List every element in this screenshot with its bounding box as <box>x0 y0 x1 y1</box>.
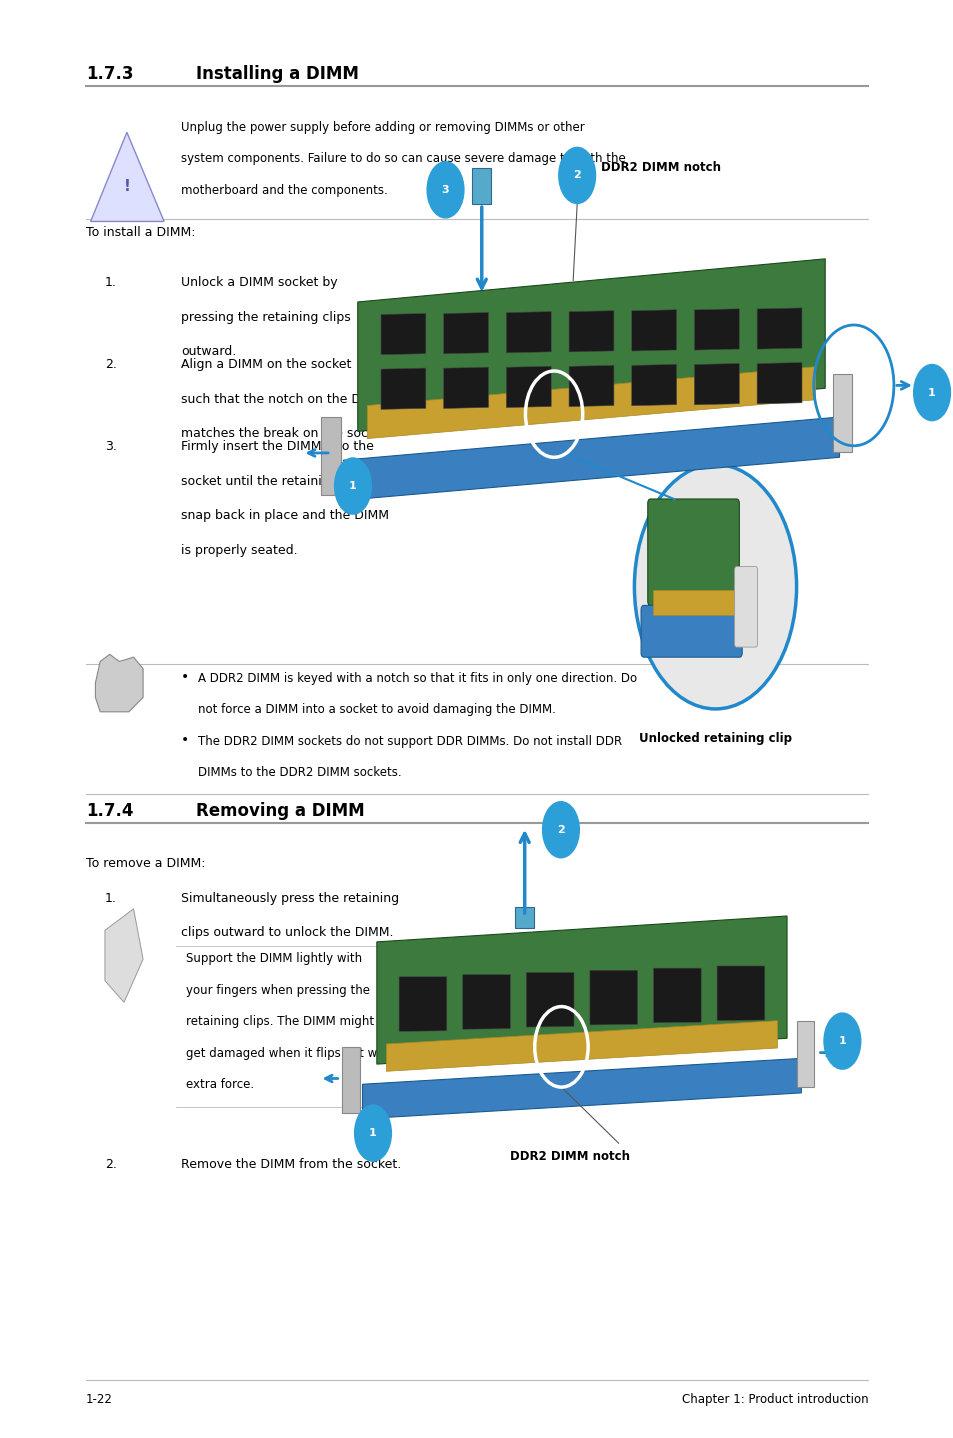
Polygon shape <box>376 916 786 1064</box>
Polygon shape <box>380 368 425 410</box>
Text: 1: 1 <box>349 482 356 490</box>
Text: •: • <box>181 733 190 748</box>
Text: not force a DIMM into a socket to avoid damaging the DIMM.: not force a DIMM into a socket to avoid … <box>198 703 556 716</box>
Text: 1: 1 <box>369 1129 376 1137</box>
Text: 2: 2 <box>557 825 564 834</box>
FancyBboxPatch shape <box>653 590 733 615</box>
Circle shape <box>354 1104 392 1162</box>
Text: your fingers when pressing the: your fingers when pressing the <box>186 984 370 997</box>
Polygon shape <box>694 364 739 404</box>
Text: 1.: 1. <box>105 276 116 289</box>
Text: clips outward to unlock the DIMM.: clips outward to unlock the DIMM. <box>181 926 394 939</box>
Text: !: ! <box>123 180 131 194</box>
Circle shape <box>334 457 372 515</box>
Circle shape <box>634 464 796 709</box>
Polygon shape <box>95 654 143 712</box>
FancyBboxPatch shape <box>515 907 534 928</box>
Text: Unplug the power supply before adding or removing DIMMs or other: Unplug the power supply before adding or… <box>181 121 584 134</box>
Text: 2: 2 <box>573 171 580 180</box>
Text: is properly seated.: is properly seated. <box>181 544 297 557</box>
Text: DDR2 DIMM notch: DDR2 DIMM notch <box>600 161 720 174</box>
Text: pressing the retaining clips: pressing the retaining clips <box>181 311 351 324</box>
Text: 1.: 1. <box>105 892 116 905</box>
FancyBboxPatch shape <box>647 499 739 605</box>
Text: motherboard and the components.: motherboard and the components. <box>181 184 388 197</box>
Text: Remove the DIMM from the socket.: Remove the DIMM from the socket. <box>181 1158 401 1171</box>
Polygon shape <box>717 966 764 1021</box>
Polygon shape <box>343 417 839 500</box>
Text: system components. Failure to do so can cause severe damage to both the: system components. Failure to do so can … <box>181 152 625 165</box>
Text: 1-22: 1-22 <box>86 1393 112 1406</box>
Polygon shape <box>462 975 510 1030</box>
Polygon shape <box>506 367 551 407</box>
Text: Firmly insert the DIMM into the: Firmly insert the DIMM into the <box>181 440 374 453</box>
Text: Support the DIMM lightly with: Support the DIMM lightly with <box>186 952 362 965</box>
Text: snap back in place and the DIMM: snap back in place and the DIMM <box>181 509 389 522</box>
Polygon shape <box>631 309 676 351</box>
Circle shape <box>912 364 950 421</box>
Polygon shape <box>105 909 143 1002</box>
Text: Removing a DIMM: Removing a DIMM <box>195 801 364 820</box>
FancyBboxPatch shape <box>734 567 757 647</box>
Polygon shape <box>589 971 637 1025</box>
Circle shape <box>558 147 596 204</box>
Polygon shape <box>694 309 739 349</box>
Polygon shape <box>367 367 815 439</box>
Text: 1.7.4: 1.7.4 <box>86 801 133 820</box>
Polygon shape <box>526 972 574 1027</box>
Text: get damaged when it flips out with: get damaged when it flips out with <box>186 1047 393 1060</box>
Polygon shape <box>653 968 700 1022</box>
Text: socket until the retaining clips: socket until the retaining clips <box>181 475 370 487</box>
Polygon shape <box>506 312 551 352</box>
Polygon shape <box>342 1047 359 1113</box>
Text: 3: 3 <box>441 186 449 194</box>
Text: retaining clips. The DIMM might: retaining clips. The DIMM might <box>186 1015 374 1028</box>
Circle shape <box>426 161 464 219</box>
Polygon shape <box>321 417 340 495</box>
Text: Align a DIMM on the socket: Align a DIMM on the socket <box>181 358 352 371</box>
Text: 1: 1 <box>927 388 935 397</box>
Text: 1.7.3: 1.7.3 <box>86 65 133 83</box>
Text: 1: 1 <box>838 1037 845 1045</box>
Text: DDR2 DIMM notch: DDR2 DIMM notch <box>510 1150 630 1163</box>
Text: outward.: outward. <box>181 345 236 358</box>
Polygon shape <box>568 365 614 407</box>
Circle shape <box>541 801 579 858</box>
FancyBboxPatch shape <box>640 605 741 657</box>
Polygon shape <box>398 976 446 1031</box>
Text: The DDR2 DIMM sockets do not support DDR DIMMs. Do not install DDR: The DDR2 DIMM sockets do not support DDR… <box>198 735 622 748</box>
Polygon shape <box>380 313 425 355</box>
Text: extra force.: extra force. <box>186 1078 253 1091</box>
Circle shape <box>822 1012 861 1070</box>
Polygon shape <box>796 1021 813 1087</box>
Text: Simultaneously press the retaining: Simultaneously press the retaining <box>181 892 399 905</box>
Polygon shape <box>362 1058 801 1119</box>
Polygon shape <box>568 311 614 352</box>
Polygon shape <box>386 1021 777 1071</box>
Text: 3.: 3. <box>105 440 116 453</box>
Polygon shape <box>757 308 801 349</box>
Polygon shape <box>443 312 488 354</box>
FancyBboxPatch shape <box>472 168 491 204</box>
Text: •: • <box>181 670 190 684</box>
Polygon shape <box>757 362 801 404</box>
Text: Installing a DIMM: Installing a DIMM <box>195 65 358 83</box>
Polygon shape <box>91 132 164 221</box>
Text: DIMMs to the DDR2 DIMM sockets.: DIMMs to the DDR2 DIMM sockets. <box>198 766 401 779</box>
Polygon shape <box>832 374 851 452</box>
Polygon shape <box>443 367 488 408</box>
Polygon shape <box>631 364 676 406</box>
Polygon shape <box>357 259 824 431</box>
Text: 2.: 2. <box>105 358 116 371</box>
Text: 2.: 2. <box>105 1158 116 1171</box>
Text: To remove a DIMM:: To remove a DIMM: <box>86 857 205 870</box>
Text: such that the notch on the DIMM: such that the notch on the DIMM <box>181 393 386 406</box>
Text: To install a DIMM:: To install a DIMM: <box>86 226 195 239</box>
Text: Unlocked retaining clip: Unlocked retaining clip <box>639 732 791 745</box>
Text: A DDR2 DIMM is keyed with a notch so that it fits in only one direction. Do: A DDR2 DIMM is keyed with a notch so tha… <box>198 672 637 684</box>
Text: Chapter 1: Product introduction: Chapter 1: Product introduction <box>680 1393 867 1406</box>
Text: matches the break on the socket.: matches the break on the socket. <box>181 427 392 440</box>
Text: Unlock a DIMM socket by: Unlock a DIMM socket by <box>181 276 337 289</box>
